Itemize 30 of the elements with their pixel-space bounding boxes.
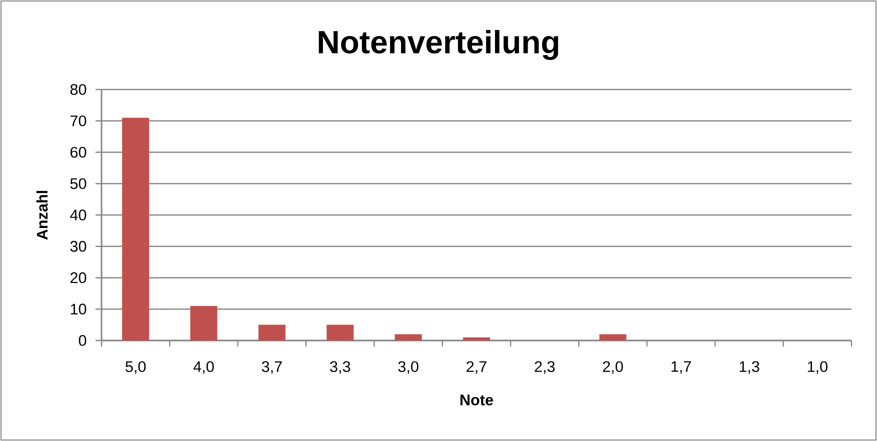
bar xyxy=(463,337,490,340)
y-tick-label: 10 xyxy=(70,304,86,315)
y-tick-label: 70 xyxy=(70,115,86,126)
y-tick-label: 50 xyxy=(70,178,86,190)
chart-title: Notenverteilung xyxy=(318,30,558,60)
y-tick-label: 60 xyxy=(70,146,86,158)
x-tick-label: 3,3 xyxy=(330,361,350,374)
x-tick-label: 4,0 xyxy=(193,361,214,374)
bar xyxy=(394,334,422,340)
bar xyxy=(190,306,218,340)
bar xyxy=(599,334,626,340)
y-tick-label: 20 xyxy=(70,272,86,284)
x-tick-label: 2,3 xyxy=(534,361,555,374)
x-axis-title: Note xyxy=(460,394,494,406)
y-tick-label: 40 xyxy=(70,210,86,220)
x-tick-label: 2,7 xyxy=(466,361,486,374)
x-tick-label: 3,0 xyxy=(398,361,418,374)
x-tick-label: 1,3 xyxy=(740,361,760,374)
x-tick-label: 2,0 xyxy=(602,361,623,374)
x-tick-label: 3,7 xyxy=(262,361,282,374)
x-tick-label: 5,0 xyxy=(126,361,146,374)
y-tick-label: 80 xyxy=(70,84,86,95)
y-tick-label: 0 xyxy=(78,335,86,346)
x-tick-label: 1,0 xyxy=(808,361,828,374)
y-tick-label: 30 xyxy=(70,240,86,252)
x-tick-label: 1,7 xyxy=(672,361,691,374)
bar xyxy=(326,324,354,340)
bar xyxy=(122,118,150,340)
y-axis-title: Anzahl xyxy=(36,190,48,240)
bar xyxy=(258,324,286,340)
